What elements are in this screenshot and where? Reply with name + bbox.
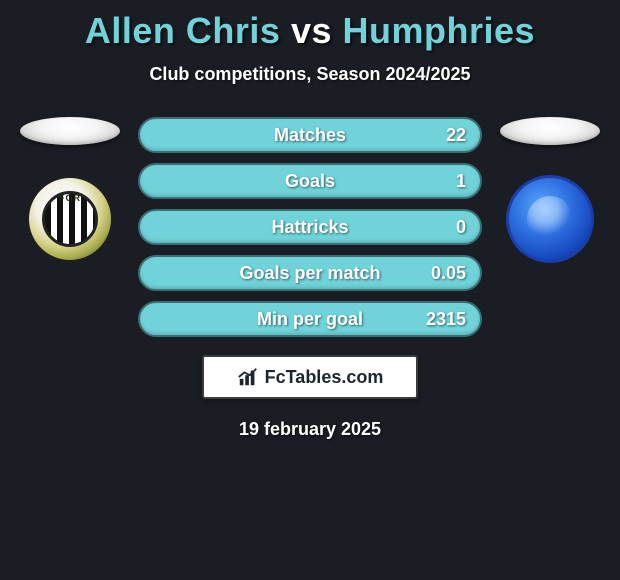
player1-name: Allen Chris [85,10,281,51]
subtitle: Club competitions, Season 2024/2025 [149,64,470,85]
stat-row: Goals per match 0.05 [138,255,482,291]
stat-row: Matches 22 [138,117,482,153]
left-column [20,115,120,263]
vs-separator: vs [291,10,332,51]
player2-photo-placeholder [500,117,600,145]
stats-column: Matches 22 Goals 1 Hattricks 0 Goals per match… [138,115,482,337]
stat-label: Goals [285,171,335,192]
stat-label: Hattricks [271,217,348,238]
club-crest-left [26,175,114,263]
stat-value-right: 1 [456,171,466,192]
right-column [500,115,600,263]
stat-label: Matches [274,125,346,146]
stat-value-right: 22 [446,125,466,146]
club-crest-right [506,175,594,263]
date-line: 19 february 2025 [239,419,381,440]
player2-name: Humphries [343,10,536,51]
stat-row: Min per goal 2315 [138,301,482,337]
page-title: Allen Chris vs Humphries [85,10,535,52]
brand-badge: FcTables.com [202,355,418,399]
stat-label: Goals per match [239,263,380,284]
bar-chart-icon [237,366,259,388]
stat-label: Min per goal [257,309,363,330]
stat-value-right: 0.05 [431,263,466,284]
player1-photo-placeholder [20,117,120,145]
brand-text: FcTables.com [265,367,384,388]
stat-row: Goals 1 [138,163,482,199]
stat-row: Hattricks 0 [138,209,482,245]
stat-value-right: 0 [456,217,466,238]
stat-value-right: 2315 [426,309,466,330]
main-row: Matches 22 Goals 1 Hattricks 0 Goals per match… [0,115,620,337]
comparison-card: Allen Chris vs Humphries Club competitio… [0,0,620,440]
